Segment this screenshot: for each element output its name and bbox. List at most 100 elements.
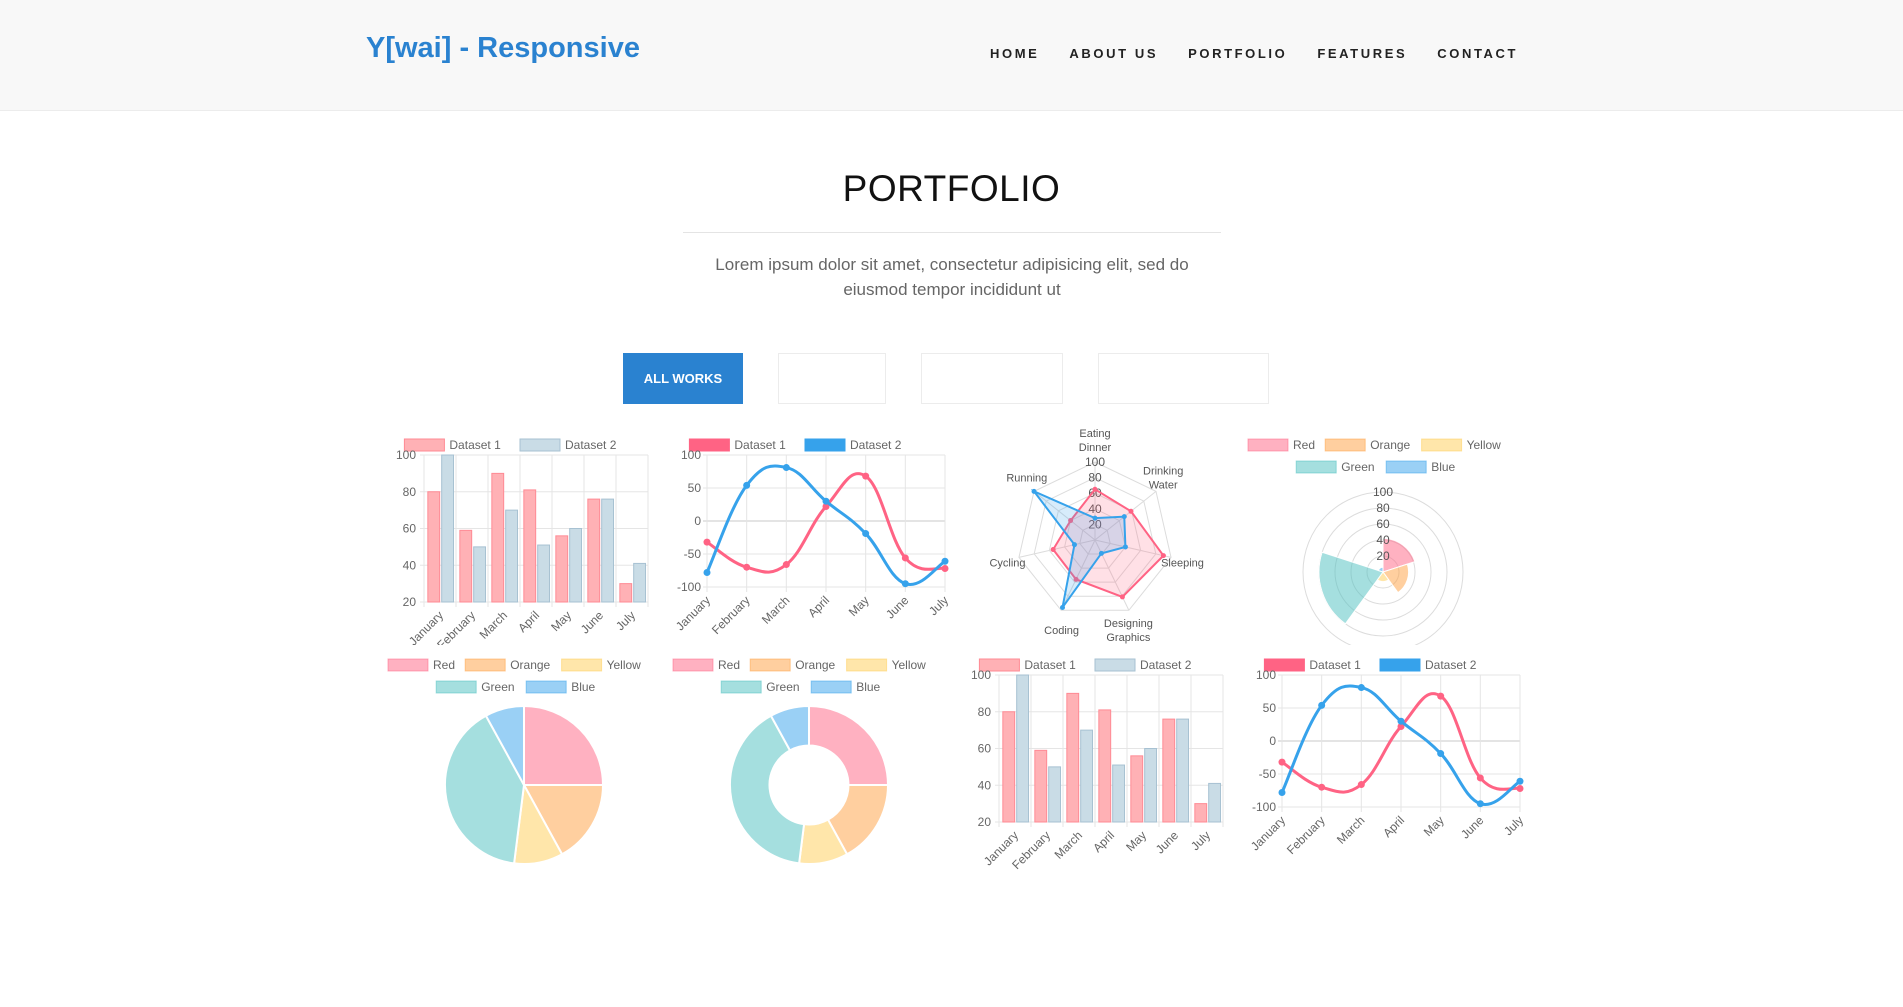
x-tick-label: July xyxy=(926,593,951,618)
x-tick-label: May xyxy=(1421,813,1447,839)
bar xyxy=(569,528,583,603)
bar xyxy=(1144,748,1158,823)
polar-grid xyxy=(1302,491,1464,645)
filter-tab-3[interactable] xyxy=(921,353,1063,404)
pie-slice xyxy=(484,704,525,786)
main-nav: HOME ABOUT US PORTFOLIO FEATURES CONTACT xyxy=(990,46,1548,61)
bar xyxy=(537,544,551,603)
legend-swatch xyxy=(749,658,791,672)
bar xyxy=(1112,764,1126,823)
nav-home[interactable]: HOME xyxy=(990,46,1040,61)
bar xyxy=(1034,749,1048,823)
bar xyxy=(1080,729,1094,823)
legend-swatch xyxy=(1379,658,1421,672)
legend-label: Red xyxy=(1293,438,1315,452)
y-tick-label: 80 xyxy=(403,485,417,499)
y-tick-label: 100 xyxy=(1256,668,1276,682)
polar-tick-label: 80 xyxy=(1376,501,1390,515)
bar xyxy=(619,583,633,603)
legend-swatch xyxy=(435,680,477,694)
y-tick-label: 100 xyxy=(971,668,991,682)
legend-label: Green xyxy=(766,680,799,694)
nav-about-us[interactable]: ABOUT US xyxy=(1069,46,1159,61)
legend-label: Dataset 2 xyxy=(565,438,617,452)
data-point xyxy=(1122,544,1128,550)
radar-series xyxy=(1051,487,1165,599)
polar-segment xyxy=(1377,566,1384,573)
bar xyxy=(1066,692,1080,823)
nav-features[interactable]: FEATURES xyxy=(1317,46,1408,61)
data-point xyxy=(1119,594,1125,600)
polar-tick-label: 40 xyxy=(1376,533,1390,547)
radar-label: Dinner xyxy=(1079,442,1112,454)
data-point xyxy=(1160,553,1166,559)
x-tick-label: February xyxy=(1284,813,1328,857)
pie-slice xyxy=(729,714,806,865)
legend-label: Red xyxy=(718,658,740,672)
legend-label: Blue xyxy=(856,680,880,694)
legend-swatch xyxy=(720,680,762,694)
bar xyxy=(1208,782,1222,823)
y-tick-label: -100 xyxy=(677,580,701,594)
brand-logo[interactable]: Y[wai] - Responsive xyxy=(366,32,640,64)
x-tick-label: June xyxy=(578,608,607,637)
legend-label: Dataset 1 xyxy=(1309,658,1361,672)
x-tick-label: July xyxy=(1501,813,1526,838)
chart-doughnut: Red Orange Yellow Green Blue xyxy=(672,658,926,865)
nav-portfolio[interactable]: PORTFOLIO xyxy=(1188,46,1288,61)
legend-swatch xyxy=(804,438,846,452)
legend-swatch xyxy=(561,658,603,672)
x-tick-label: June xyxy=(883,593,912,622)
bar xyxy=(459,529,473,603)
chart-bar-2: Dataset 1 Dataset 210080604020JanuaryFebr… xyxy=(971,658,1224,870)
legend-label: Blue xyxy=(571,680,595,694)
legend-swatch xyxy=(846,658,888,672)
legend-label: Dataset 1 xyxy=(449,438,501,452)
legend-swatch xyxy=(1094,658,1136,672)
x-tick-label: February xyxy=(709,593,753,637)
filter-all-works[interactable]: ALL WORKS xyxy=(623,353,743,404)
filter-tab-2[interactable] xyxy=(778,353,886,404)
legend-label: Green xyxy=(1341,460,1374,474)
data-point xyxy=(703,568,711,576)
legend-swatch xyxy=(978,658,1020,672)
nav-contact[interactable]: CONTACT xyxy=(1437,46,1519,61)
data-point xyxy=(822,497,830,505)
polar-tick-label: 20 xyxy=(1376,549,1390,563)
y-tick-label: 60 xyxy=(978,742,992,756)
radar-grid xyxy=(1048,492,1142,583)
legend-label: Dataset 2 xyxy=(1425,658,1477,672)
y-tick-label: 100 xyxy=(396,448,416,462)
data-point xyxy=(1437,692,1445,700)
filter-tab-4[interactable] xyxy=(1098,353,1269,404)
bar xyxy=(427,491,441,603)
legend-swatch xyxy=(519,438,561,452)
chart-polar-area: Red Orange Yellow Green Blue 100 80 60 40 20 xyxy=(1247,438,1501,645)
radar-grid xyxy=(1079,523,1111,555)
y-tick-label: 0 xyxy=(694,514,701,528)
x-tick-label: May xyxy=(548,608,574,634)
y-tick-label: 50 xyxy=(688,481,702,495)
bar xyxy=(1016,674,1030,823)
data-point xyxy=(1397,717,1405,725)
x-tick-label: March xyxy=(1052,828,1085,861)
bar xyxy=(1048,766,1062,823)
chart-line-2: Dataset 1 Dataset 2 100 50 0 -50 -100JanuaryFe… xyxy=(1248,658,1526,857)
legend-label: Dataset 1 xyxy=(734,438,786,452)
y-tick-label: 40 xyxy=(978,778,992,792)
legend-swatch xyxy=(387,658,429,672)
bar xyxy=(505,509,519,603)
radar-label: Designing xyxy=(1104,618,1153,630)
data-point xyxy=(1073,576,1079,582)
x-tick-label: April xyxy=(515,608,542,635)
x-tick-label: January xyxy=(1248,813,1288,853)
legend-swatch xyxy=(688,438,730,452)
x-tick-label: April xyxy=(1380,813,1407,840)
legend-swatch xyxy=(1421,438,1463,452)
legend-swatch xyxy=(1247,438,1289,452)
bar xyxy=(1194,803,1208,823)
radar-grid xyxy=(1033,477,1157,597)
data-point xyxy=(782,464,790,472)
radar-label: Water xyxy=(1149,480,1178,492)
